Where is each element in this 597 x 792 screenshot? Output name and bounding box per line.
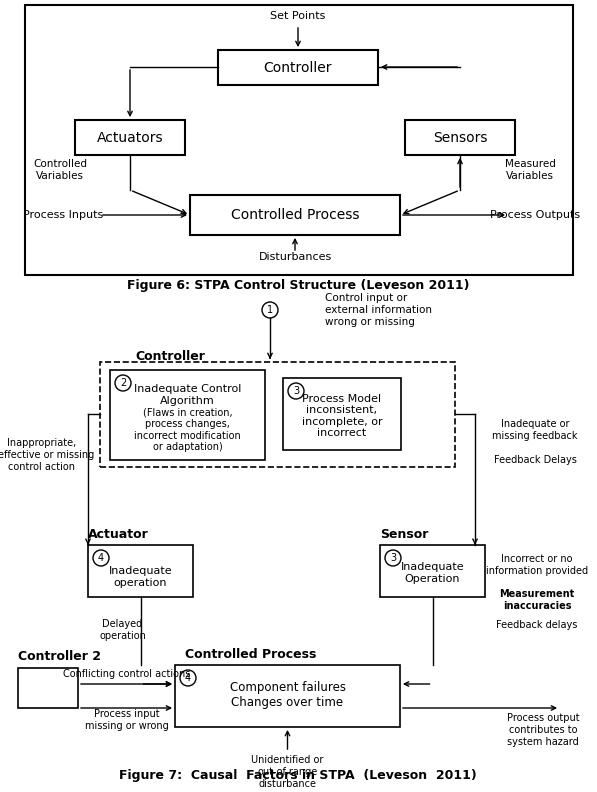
Text: Controller 2: Controller 2 bbox=[18, 649, 101, 662]
Text: Actuators: Actuators bbox=[97, 131, 164, 144]
Text: Delayed
operation: Delayed operation bbox=[99, 619, 146, 641]
Text: Measured
Variables: Measured Variables bbox=[504, 159, 555, 181]
Text: Controller: Controller bbox=[135, 351, 205, 364]
Text: 4: 4 bbox=[185, 673, 191, 683]
Text: Figure 7:  Causal  Factors in STPA  (Leveson  2011): Figure 7: Causal Factors in STPA (Leveso… bbox=[119, 768, 477, 782]
Text: Process Inputs: Process Inputs bbox=[23, 210, 103, 220]
Text: Controlled Process: Controlled Process bbox=[231, 208, 359, 222]
Text: Conflicting control actions: Conflicting control actions bbox=[63, 669, 190, 679]
Text: 4: 4 bbox=[98, 553, 104, 563]
Bar bbox=[283, 378, 401, 450]
Text: 3: 3 bbox=[293, 386, 299, 396]
Bar bbox=[190, 195, 400, 235]
Bar bbox=[100, 362, 455, 467]
Text: Process Model
inconsistent,
incomplete, or
incorrect: Process Model inconsistent, incomplete, … bbox=[301, 394, 382, 439]
Text: (Flaws in creation,
process changes,
incorrect modification
or adaptation): (Flaws in creation, process changes, inc… bbox=[134, 408, 241, 452]
Text: Control input or
external information
wrong or missing: Control input or external information wr… bbox=[325, 293, 432, 326]
Text: Inappropriate,
ineffective or missing
control action: Inappropriate, ineffective or missing co… bbox=[0, 439, 95, 471]
Text: Controller: Controller bbox=[264, 60, 333, 74]
Text: Process input
missing or wrong: Process input missing or wrong bbox=[85, 709, 168, 731]
Bar bbox=[175, 665, 400, 727]
Bar bbox=[218, 50, 378, 85]
Bar bbox=[405, 120, 515, 155]
Text: Actuator: Actuator bbox=[88, 528, 149, 542]
Text: Process Outputs: Process Outputs bbox=[490, 210, 580, 220]
Text: Set Points: Set Points bbox=[270, 11, 326, 21]
Bar bbox=[110, 370, 265, 460]
Text: Measurement
inaccuracies: Measurement inaccuracies bbox=[499, 589, 575, 611]
Text: Inadequate
Operation: Inadequate Operation bbox=[401, 562, 464, 584]
Bar bbox=[88, 545, 193, 597]
Text: Inadequate or
missing feedback: Inadequate or missing feedback bbox=[493, 419, 578, 441]
Text: 1: 1 bbox=[267, 305, 273, 315]
Bar bbox=[75, 120, 185, 155]
Text: Inadequate
operation: Inadequate operation bbox=[109, 566, 173, 588]
Text: Controlled Process: Controlled Process bbox=[185, 649, 316, 661]
Text: Controlled
Variables: Controlled Variables bbox=[33, 159, 87, 181]
Text: Sensor: Sensor bbox=[380, 528, 429, 542]
Text: Feedback Delays: Feedback Delays bbox=[494, 455, 577, 465]
Text: 3: 3 bbox=[390, 553, 396, 563]
Text: Unidentified or
out-of-range
disturbance: Unidentified or out-of-range disturbance bbox=[251, 756, 324, 789]
Text: Figure 6: STPA Control Structure (Leveson 2011): Figure 6: STPA Control Structure (Leveso… bbox=[127, 279, 469, 291]
Text: Incorrect or no
information provided: Incorrect or no information provided bbox=[486, 554, 588, 576]
Text: Component failures
Changes over time: Component failures Changes over time bbox=[229, 681, 346, 709]
Bar bbox=[25, 5, 573, 275]
Text: 2: 2 bbox=[120, 378, 126, 388]
Bar bbox=[380, 545, 485, 597]
Text: Inadequate Control
Algorithm: Inadequate Control Algorithm bbox=[134, 384, 241, 406]
Text: Feedback delays: Feedback delays bbox=[496, 620, 578, 630]
Bar bbox=[18, 668, 78, 708]
Text: Disturbances: Disturbances bbox=[259, 252, 331, 262]
Text: Sensors: Sensors bbox=[433, 131, 487, 144]
Text: Process output
contributes to
system hazard: Process output contributes to system haz… bbox=[507, 714, 579, 747]
